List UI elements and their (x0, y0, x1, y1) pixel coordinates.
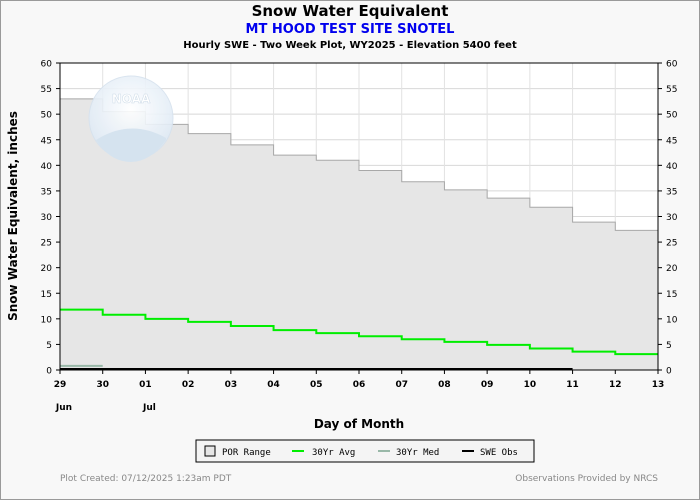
legend-label-med: 30Yr Med (396, 448, 439, 458)
y-tick-label-left: 50 (41, 111, 53, 121)
x-tick-label: 02 (182, 380, 195, 390)
y-tick-label-left: 25 (41, 239, 52, 249)
observations-credit: Observations Provided by NRCS (515, 474, 658, 484)
y-tick-label-left: 60 (41, 60, 53, 70)
x-tick-label: 03 (225, 380, 238, 390)
y-tick-label-left: 30 (41, 213, 53, 223)
x-tick-label: 07 (395, 380, 408, 390)
y-tick-label-left: 55 (41, 85, 52, 95)
y-tick-label-right: 55 (666, 85, 677, 95)
legend-label-obs: SWE Obs (480, 448, 518, 458)
x-tick-label: 29 (54, 380, 67, 390)
x-month-label: Jul (142, 403, 156, 413)
y-axis-label: Snow Water Equivalent, inches (6, 111, 20, 321)
y-tick-label-right: 35 (666, 187, 677, 197)
x-tick-label: 04 (267, 380, 280, 390)
legend: POR Range 30Yr Avg 30Yr Med SWE Obs (195, 439, 535, 463)
x-axis-label: Day of Month (314, 417, 404, 431)
x-tick-label: 06 (353, 380, 366, 390)
y-tick-label-right: 0 (666, 367, 672, 377)
noaa-logo: NOAA (88, 75, 174, 162)
y-tick-label-right: 20 (666, 264, 678, 274)
y-tick-label-left: 40 (41, 162, 53, 172)
x-tick-label: 01 (139, 380, 152, 390)
chart-title: Snow Water Equivalent (251, 2, 449, 20)
por-range-area (60, 98, 658, 371)
y-tick-label-left: 35 (41, 187, 52, 197)
x-tick-label: 10 (524, 380, 537, 390)
y-tick-label-right: 45 (666, 136, 677, 146)
x-tick-label: 13 (652, 380, 665, 390)
x-tick-label: 30 (96, 380, 109, 390)
noaa-logo-text: NOAA (112, 92, 151, 106)
y-tick-label-right: 25 (666, 239, 677, 249)
line-series (60, 308, 658, 370)
y-tick-label-left: 45 (41, 136, 52, 146)
y-tick-label-right: 15 (666, 290, 677, 300)
legend-label-por: POR Range (222, 448, 271, 458)
x-tick-label: 12 (609, 380, 622, 390)
y-tick-label-left: 20 (41, 264, 53, 274)
legend-label-avg: 30Yr Avg (312, 448, 355, 458)
station-name: MT HOOD TEST SITE SNOTEL (245, 22, 455, 37)
x-tick-label: 08 (438, 380, 451, 390)
y-tick-label-right: 10 (666, 315, 678, 325)
y-tick-label-right: 30 (666, 213, 678, 223)
y-tick-label-right: 60 (666, 60, 678, 70)
y-tick-label-right: 5 (666, 341, 672, 351)
x-month-label: Jun (55, 403, 72, 413)
y-tick-label-left: 0 (46, 367, 52, 377)
y-tick-label-left: 15 (41, 290, 52, 300)
y-tick-label-right: 50 (666, 111, 678, 121)
legend-swatch-por (204, 445, 216, 457)
y-tick-label-left: 5 (46, 341, 52, 351)
avg-30yr-line (60, 308, 658, 356)
x-tick-label: 11 (566, 380, 579, 390)
legend-box (195, 439, 535, 463)
y-tick-label-left: 10 (41, 315, 53, 325)
plot-created-note: Plot Created: 07/12/2025 1:23am PDT (60, 474, 232, 484)
x-tick-label: 05 (310, 380, 323, 390)
x-tick-label: 09 (481, 380, 494, 390)
y-tick-label-right: 40 (666, 162, 678, 172)
plot-description: Hourly SWE - Two Week Plot, WY2025 - Ele… (183, 40, 517, 51)
